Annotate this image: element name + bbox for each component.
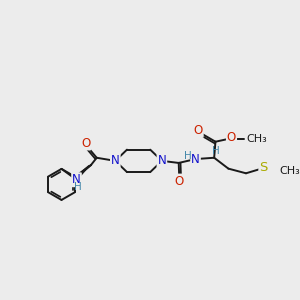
Text: N: N <box>111 154 120 167</box>
Text: S: S <box>260 161 268 174</box>
Text: N: N <box>72 173 81 186</box>
Text: O: O <box>227 131 236 144</box>
Text: H: H <box>74 182 82 192</box>
Text: N: N <box>191 153 200 166</box>
Text: O: O <box>194 124 203 137</box>
Text: CH₃: CH₃ <box>279 166 300 176</box>
Text: N: N <box>158 154 166 167</box>
Text: H: H <box>184 152 192 161</box>
Text: H: H <box>212 146 219 155</box>
Text: O: O <box>175 175 184 188</box>
Text: O: O <box>81 136 90 149</box>
Text: CH₃: CH₃ <box>246 134 267 144</box>
